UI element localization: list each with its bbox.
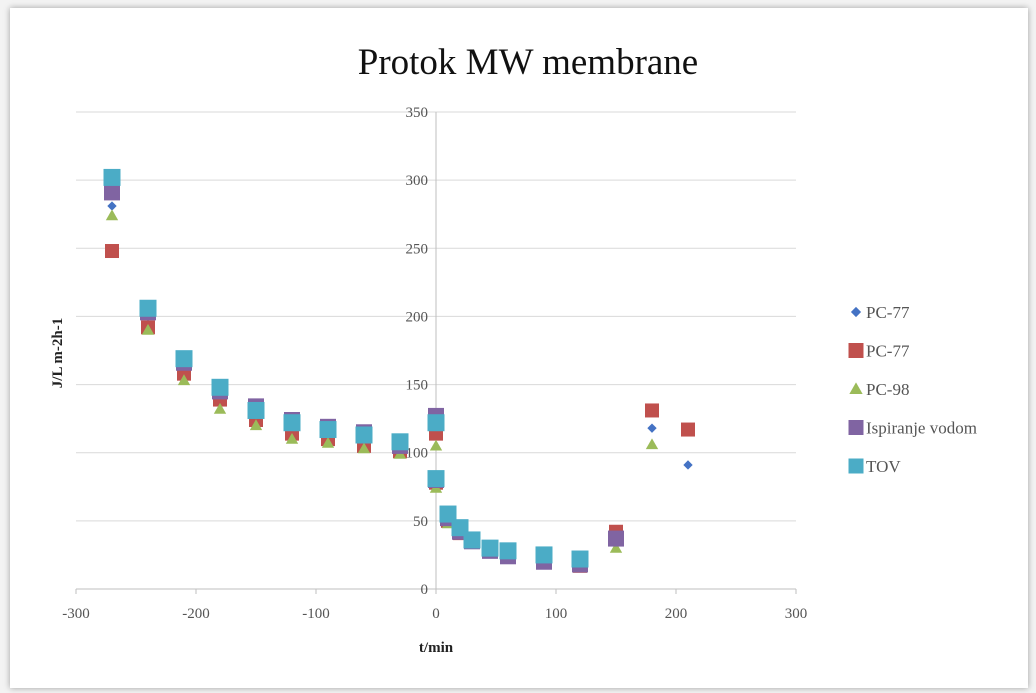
data-point — [463, 531, 481, 549]
chart-title: Protok MW membrane — [358, 42, 698, 83]
y-tick-label: 100 — [406, 446, 429, 462]
data-point — [681, 422, 695, 437]
data-point — [357, 442, 371, 454]
data-point — [103, 168, 121, 186]
series-1 — [105, 244, 695, 573]
data-point — [427, 414, 445, 432]
data-point — [177, 374, 191, 386]
y-tick-label: 50 — [413, 514, 428, 530]
data-point — [647, 423, 657, 433]
y-tick-label: 300 — [406, 173, 429, 189]
data-point — [247, 401, 265, 419]
legend-marker — [850, 306, 862, 318]
data-point — [609, 541, 623, 553]
data-point — [571, 550, 589, 568]
series-2 — [105, 209, 659, 571]
data-point — [211, 378, 229, 396]
legend-label: PC-77 — [866, 303, 910, 322]
series-0 — [107, 201, 693, 570]
data-point — [535, 546, 553, 564]
legend-marker — [848, 343, 864, 358]
legend-label: PC-77 — [866, 342, 910, 361]
x-tick-label: 200 — [665, 606, 688, 622]
axes — [75, 112, 797, 594]
data-point — [283, 414, 301, 432]
legend-marker — [848, 420, 864, 435]
x-tick-label: 300 — [785, 606, 808, 622]
x-tick-label: -300 — [62, 606, 90, 622]
data-point — [645, 403, 659, 418]
data-point — [141, 323, 155, 335]
data-point — [608, 530, 624, 547]
x-tick-label: 100 — [545, 606, 568, 622]
data-point — [285, 432, 299, 444]
y-tick-label: 350 — [406, 105, 429, 121]
series-4 — [103, 168, 589, 568]
x-tick-labels: -300 -200 -100 0 100 200 300 — [62, 606, 807, 622]
data-point — [683, 460, 693, 470]
x-tick-label: -100 — [302, 606, 330, 622]
legend-label: TOV — [866, 457, 901, 476]
data-point — [139, 299, 157, 317]
data-point — [319, 421, 337, 439]
data-point — [104, 184, 120, 201]
y-tick-label: 200 — [406, 309, 429, 325]
y-tick-label: 0 — [421, 582, 429, 598]
data-point — [439, 505, 457, 523]
data-point — [355, 426, 373, 444]
legend-marker — [848, 458, 864, 474]
legend-marker — [849, 382, 863, 394]
scatter-chart: Protok MW membrane -300 -200 -100 0 100 200 30… — [50, 42, 977, 656]
data-point — [391, 433, 409, 451]
data-point — [427, 470, 445, 488]
x-tick-label: -200 — [182, 606, 210, 622]
data-point — [645, 438, 659, 450]
data-point — [175, 350, 193, 368]
legend-label: PC-98 — [866, 380, 909, 399]
data-point — [499, 542, 517, 560]
data-point — [321, 436, 335, 448]
y-tick-labels: 0 50 100 150 200 250 300 350 — [406, 105, 429, 598]
x-axis-title: t/min — [419, 640, 454, 656]
y-tick-label: 250 — [406, 241, 429, 257]
y-tick-label: 150 — [406, 378, 429, 394]
data-point — [105, 209, 119, 221]
data-point — [249, 419, 263, 431]
x-tick-label: 0 — [432, 606, 440, 622]
data-point — [481, 539, 499, 557]
data-point — [213, 402, 227, 414]
chart-card: Protok MW membrane -300 -200 -100 0 100 200 30… — [10, 8, 1028, 688]
legend: PC-77 PC-77 PC-98 Ispiranje vodom TOV — [848, 303, 977, 476]
legend-label: Ispiranje vodom — [866, 419, 977, 438]
data-point — [107, 201, 117, 211]
data-points — [103, 168, 695, 573]
data-point — [105, 244, 119, 259]
y-axis-title: J/L m-2h-1 — [50, 318, 66, 388]
data-point — [429, 439, 443, 451]
